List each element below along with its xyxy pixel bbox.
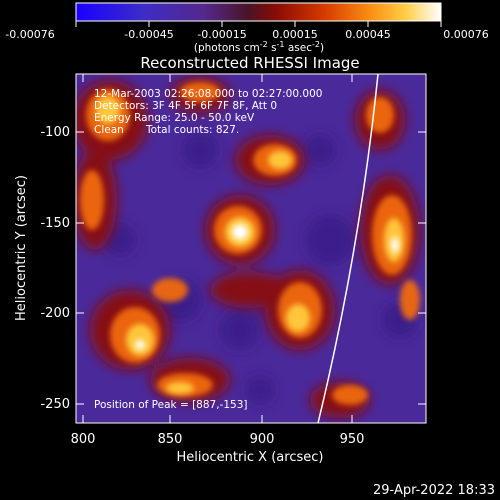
annotation-total-counts: Total counts: 827. [145,124,239,136]
x-tick-label: 850 [158,432,183,447]
colorbar-tick-label: 0.00076 [443,28,489,41]
annotation-peak-position: Position of Peak = [887,-153] [94,399,248,411]
x-axis-ticks [82,74,353,423]
x-tick-label: 950 [340,432,365,447]
colorbar-tick-label: 0.00015 [272,28,318,41]
annotation-time-range: 12-Mar-2003 02:26:08.000 to 02:27:00.000 [94,88,322,100]
y-tick-label: -200 [40,306,70,321]
colorbar: -0.00076 -0.00045 -0.00015 0.00015 0.000… [5,2,489,54]
heatmap-image [76,74,426,423]
colorbar-tick-label: -0.00015 [197,28,246,41]
colorbar-tick-label: 0.00045 [345,28,391,41]
annotation-clean-label: Clean [94,124,124,136]
footer-date: 29-Apr-2022 18:33 [373,483,495,498]
annotation-detectors: Detectors: 3F 4F 5F 6F 7F 8F, Att 0 [94,100,277,112]
y-axis-label: Heliocentric Y (arcsec) [14,175,29,321]
plot-title: Reconstructed RHESSI Image [140,54,359,72]
annotation-energy-range: Energy Range: 25.0 - 50.0 keV [94,112,255,124]
colorbar-tick-label: -0.00045 [124,28,173,41]
plot-frame [75,73,427,424]
colorbar-gradient [75,2,442,22]
x-axis-label: Heliocentric X (arcsec) [177,450,324,465]
y-tick-label: -100 [40,125,70,140]
y-tick-label: -250 [40,397,70,412]
colorbar-tick-label: -0.00076 [5,28,54,41]
solar-limb-line [317,74,379,423]
x-tick-label: 800 [71,432,96,447]
y-tick-label: -150 [40,216,70,231]
colorbar-ticks [75,21,442,27]
y-axis-ticks [76,131,426,405]
colorbar-unit-label: (photons cm-2 s-1 asec-2) [194,40,324,54]
x-tick-label: 900 [250,432,275,447]
